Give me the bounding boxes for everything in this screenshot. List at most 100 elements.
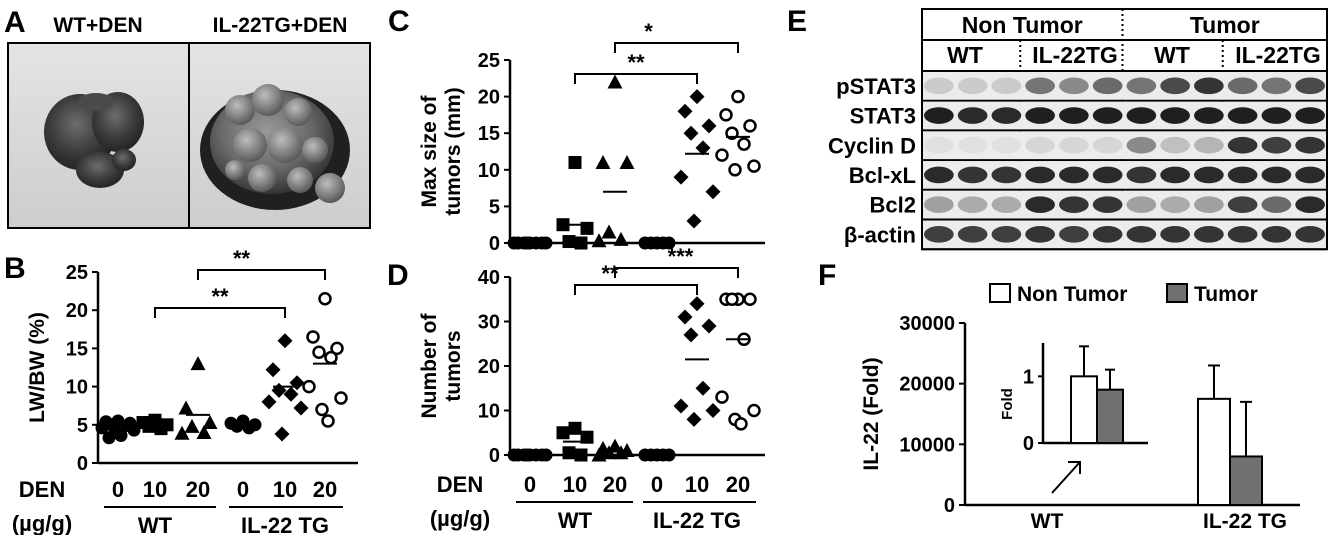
- dose-value: 20: [603, 472, 627, 497]
- blot-band: [1227, 107, 1258, 124]
- y-axis-title: LW/BW (%): [26, 312, 49, 423]
- dose-value: 10: [143, 477, 167, 502]
- panel-a: A WT+DEN IL-22TG+DEN: [4, 6, 371, 229]
- data-point: [274, 426, 290, 442]
- data-point: [324, 350, 338, 365]
- significance-bracket: [197, 269, 326, 280]
- group-IL-22 TG-20: [715, 292, 761, 431]
- data-point: [591, 447, 607, 462]
- data-point: [747, 403, 761, 418]
- data-point: [695, 380, 711, 396]
- blot-band: [957, 136, 988, 154]
- group-WT-20: [174, 356, 218, 440]
- blot-band: [1059, 107, 1089, 124]
- inset-y-axis-title: Fold: [999, 388, 1016, 420]
- data-point: [601, 445, 617, 460]
- blot-band: [1059, 166, 1089, 184]
- y-tick-label: 40: [478, 267, 500, 289]
- blot-band: [1160, 196, 1190, 213]
- data-point: [677, 309, 693, 325]
- data-point: [574, 448, 588, 462]
- blot-band: [1261, 226, 1292, 243]
- y-axis-title: tumors (mm): [442, 87, 465, 215]
- group-IL-22 TG-0: [224, 414, 262, 435]
- blot-band: [1295, 226, 1325, 243]
- data-point: [601, 224, 617, 239]
- blot-band: [924, 77, 954, 95]
- significance-bracket: [614, 267, 739, 278]
- data-point: [507, 236, 521, 250]
- dose-label: DEN: [19, 477, 65, 502]
- data-point: [568, 155, 582, 169]
- blot-row-bg: [923, 131, 1326, 160]
- group-WT-10: [556, 155, 594, 250]
- blot-row-label: β-actin: [844, 222, 916, 247]
- blot-band: [1160, 107, 1190, 124]
- y-tick-label: 25: [66, 262, 88, 284]
- dose-value: 10: [273, 477, 297, 502]
- blot-band: [924, 166, 954, 184]
- legend-label: Tumor: [1194, 283, 1258, 306]
- data-point: [719, 108, 733, 122]
- blot-band: [1295, 107, 1325, 124]
- y-tick-label: 20: [66, 300, 88, 322]
- data-point: [174, 425, 190, 440]
- blot-band: [1295, 136, 1325, 154]
- data-point: [184, 418, 200, 433]
- x-category-label: IL-22 TG: [1203, 510, 1287, 533]
- y-tick-label: 20000: [899, 374, 955, 396]
- significance-label: **: [627, 50, 645, 75]
- dose-value: 20: [186, 477, 210, 502]
- group-WT-0: [507, 236, 553, 250]
- chart-b: 0 5 10 15 20 25 LW/BW (%) **** DEN (µg/g) 0 10 20 0 10…: [12, 246, 358, 535]
- header-lane-label: WT: [1154, 42, 1190, 68]
- blot-band: [1295, 196, 1325, 213]
- blot-band: [1227, 196, 1258, 213]
- blot-band: [1126, 226, 1157, 243]
- significance-bracket: [154, 307, 286, 318]
- data-point: [562, 235, 576, 249]
- data-point: [568, 421, 582, 435]
- blot-band: [1261, 77, 1292, 95]
- data-point: [743, 119, 757, 133]
- y-tick-label: 0: [489, 445, 500, 467]
- y-tick-label: 0: [944, 495, 955, 517]
- data-point: [562, 446, 576, 460]
- blot-band: [924, 226, 954, 243]
- blot-band: [1194, 107, 1224, 124]
- y-tick-label: 15: [478, 123, 500, 145]
- y-axis-title: IL-22 (Fold): [860, 357, 883, 470]
- blot-band: [1227, 77, 1258, 95]
- data-point: [277, 333, 293, 349]
- blot-band: [1160, 136, 1190, 154]
- blot-band: [1295, 166, 1325, 184]
- data-point: [114, 428, 128, 442]
- blot-band: [1126, 166, 1157, 184]
- blot-band: [1092, 226, 1123, 243]
- data-point: [271, 382, 287, 398]
- group-IL-22 TG-20: [302, 291, 348, 428]
- data-point: [689, 89, 705, 105]
- y-tick-label: 10000: [899, 434, 955, 456]
- data-point: [102, 431, 116, 445]
- header-lane-label: IL-22TG: [1032, 42, 1118, 68]
- blot-band: [924, 107, 954, 124]
- significance-bracket: [574, 73, 698, 84]
- blot-row-bg: [923, 101, 1326, 130]
- dose-value: 10: [563, 472, 587, 497]
- blot-band: [1025, 107, 1055, 124]
- blot-band: [1059, 196, 1089, 213]
- group-IL-22 TG-10: [673, 296, 721, 427]
- blot-band: [1092, 196, 1123, 213]
- blot-band: [1261, 166, 1292, 184]
- dose-value: 10: [685, 472, 709, 497]
- blot-band: [1261, 196, 1292, 213]
- data-point: [574, 236, 588, 250]
- group-IL-22 TG-20: [715, 89, 761, 177]
- data-point: [701, 318, 717, 334]
- panel-label-a: A: [4, 6, 26, 39]
- dose-label: DEN: [437, 472, 483, 497]
- y-axis-title: Max size of: [418, 94, 441, 207]
